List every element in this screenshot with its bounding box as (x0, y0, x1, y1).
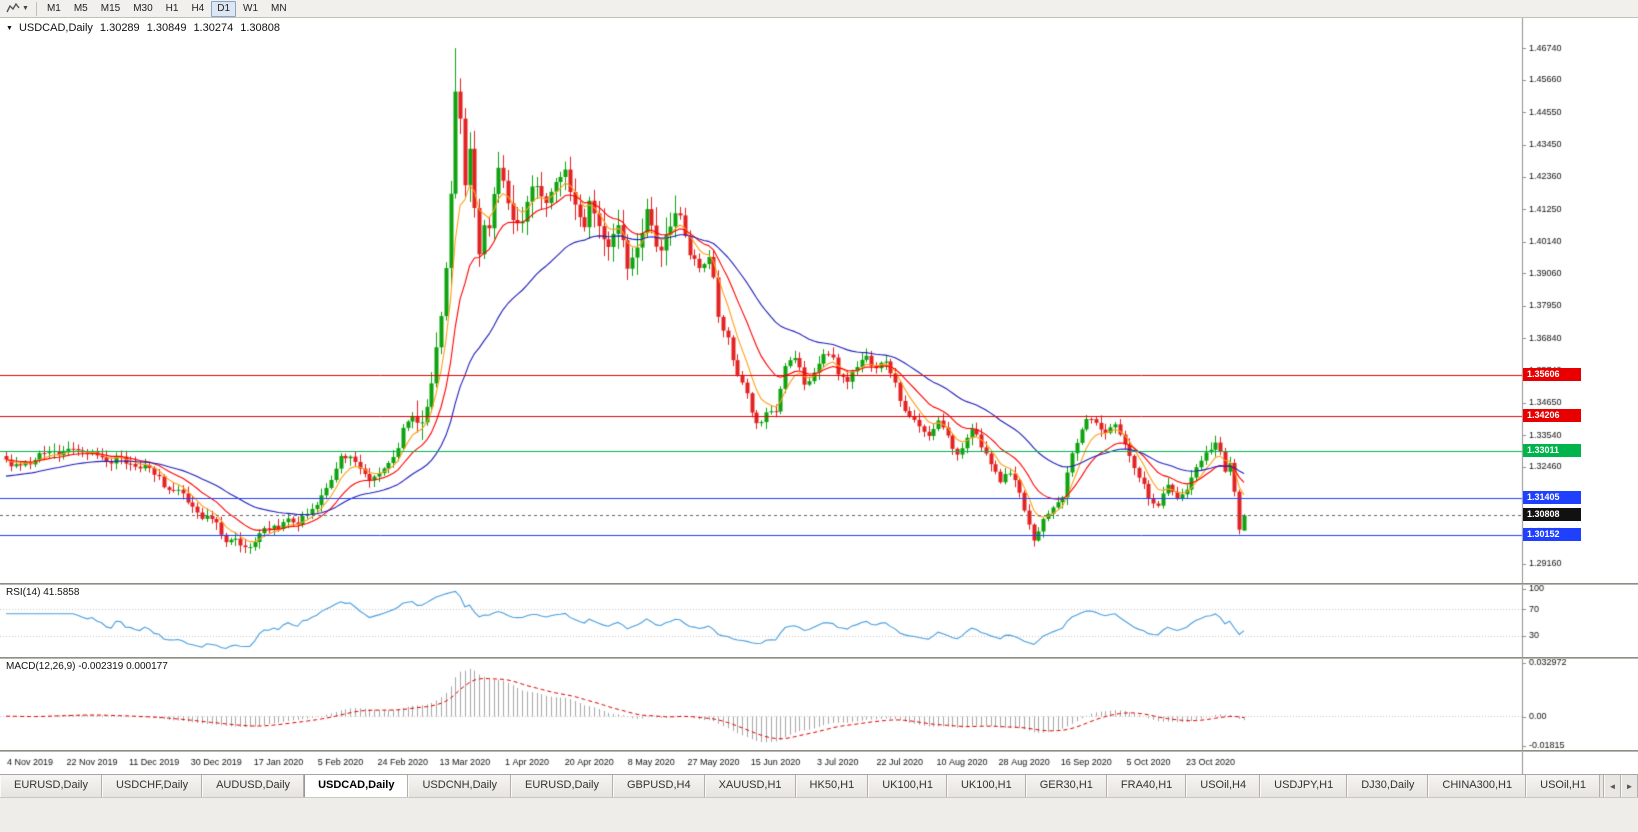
rsi-indicator-label: RSI(14) 41.5858 (6, 587, 80, 598)
tabs-scroll-right-icon[interactable]: ► (1621, 775, 1638, 797)
status-bar (0, 797, 1638, 832)
chart-tab-audusd-daily[interactable]: AUDUSD,Daily (202, 775, 305, 797)
timeframe-button-h1[interactable]: H1 (165, 3, 179, 14)
timeframe-buttons: M1 M5 M15 M30 H1 H4 D1 W1 MN (41, 0, 293, 17)
chart-tab-eurusd-daily[interactable]: EURUSD,Daily (0, 775, 102, 797)
chart-tab-uk100-h1[interactable]: UK100,H1 (868, 775, 947, 797)
timeframe-button-m5[interactable]: M5 (73, 3, 88, 14)
chart-tab-fra40-h1[interactable]: FRA40,H1 (1106, 775, 1187, 797)
timeframe-toolbar: ▼ M1 M5 M15 M30 H1 H4 D1 W1 MN (0, 0, 1638, 18)
chart-tab-china300-h1[interactable]: CHINA300,H1 (1428, 775, 1527, 797)
chart-tabs-bar: EURUSD,Daily USDCHF,Daily AUDUSD,Daily USDC… (0, 774, 1638, 797)
chart-tab-gbpusd-h4[interactable]: GBPUSD,H4 (613, 775, 705, 797)
chart-tab-xauusd-h1[interactable]: XAUUSD,H1 (704, 775, 796, 797)
hline-price-badge-1.30152[interactable]: 1.30152 (1523, 527, 1581, 541)
hline-price-badge-1.31405[interactable]: 1.31405 (1523, 490, 1581, 504)
chart-title: ▼ USDCAD,Daily 1.30289 1.30849 1.30274 1… (6, 22, 280, 34)
timeframe-button-mn[interactable]: MN (271, 3, 287, 14)
current-price-badge: 1.30808 (1523, 508, 1581, 522)
chart-tab-hk50-h1[interactable]: HK50,H1 (795, 775, 869, 797)
timeframe-button-w1[interactable]: W1 (243, 3, 259, 14)
chart-tab-eurusd-daily[interactable]: EURUSD,Daily (511, 775, 613, 797)
chart-tab-usdcnh-daily[interactable]: USDCNH,Daily (408, 775, 512, 797)
hline-price-badge-1.35606[interactable]: 1.35606 (1523, 367, 1581, 381)
timeframe-button-m30[interactable]: M30 (133, 3, 153, 14)
hline-price-badge-1.33011[interactable]: 1.33011 (1523, 443, 1581, 457)
chart-area: ▼ USDCAD,Daily 1.30289 1.30849 1.30274 1… (0, 18, 1638, 774)
hline-price-badge-1.34206[interactable]: 1.34206 (1523, 408, 1581, 422)
chart-open-value: 1.30289 (99, 22, 140, 34)
toolbar-separator (35, 1, 37, 16)
chart-tab-usoil-h4[interactable]: USOil,H4 (1186, 775, 1261, 797)
macd-indicator-label: MACD(12,26,9) -0.002319 0.000177 (6, 661, 168, 672)
chart-collapse-icon[interactable]: ▼ (6, 24, 13, 32)
timeframe-button-h4[interactable]: H4 (191, 3, 205, 14)
tabs-scroll-left-icon[interactable]: ◄ (1604, 775, 1621, 797)
chart-tab-ger30-h1[interactable]: GER30,H1 (1025, 775, 1107, 797)
chart-tab-uk100-h1[interactable]: UK100,H1 (946, 775, 1026, 797)
chart-symbol-period: USDCAD,Daily (18, 22, 93, 34)
chart-low-value: 1.30274 (193, 22, 234, 34)
chevron-down-icon: ▼ (22, 4, 29, 12)
chart-tab-usdchf-daily[interactable]: USDCHF,Daily (101, 775, 203, 797)
polyline-chart-icon (6, 2, 20, 13)
chart-tab-usdjpy-h1[interactable]: USDJPY,H1 (1260, 775, 1348, 797)
timeframe-button-d1[interactable]: D1 (211, 0, 237, 17)
chart-tab-usdcad-daily[interactable]: USDCAD,Daily (304, 775, 409, 797)
pane-separator-rsi[interactable] (0, 583, 1638, 585)
timeframe-button-m15[interactable]: M15 (100, 3, 121, 14)
tab-scroll-arrows: ◄ ► (1603, 775, 1638, 797)
chart-tab-dj30-daily[interactable]: DJ30,Daily (1347, 775, 1429, 797)
chart-high-value: 1.30849 (146, 22, 187, 34)
chart-tab-usoil-h1[interactable]: USOil,H1 (1526, 775, 1600, 797)
timeframe-button-m1[interactable]: M1 (46, 3, 61, 14)
chart-tool-icon[interactable]: ▼ (3, 1, 32, 17)
chart-close-value: 1.30808 (240, 22, 280, 34)
chart-tabs: EURUSD,Daily USDCHF,Daily AUDUSD,Daily USDC… (0, 775, 1603, 797)
price-chart-canvas[interactable] (0, 18, 1638, 774)
pane-separator-macd[interactable] (0, 657, 1638, 659)
pane-separator-time-axis (0, 750, 1638, 752)
